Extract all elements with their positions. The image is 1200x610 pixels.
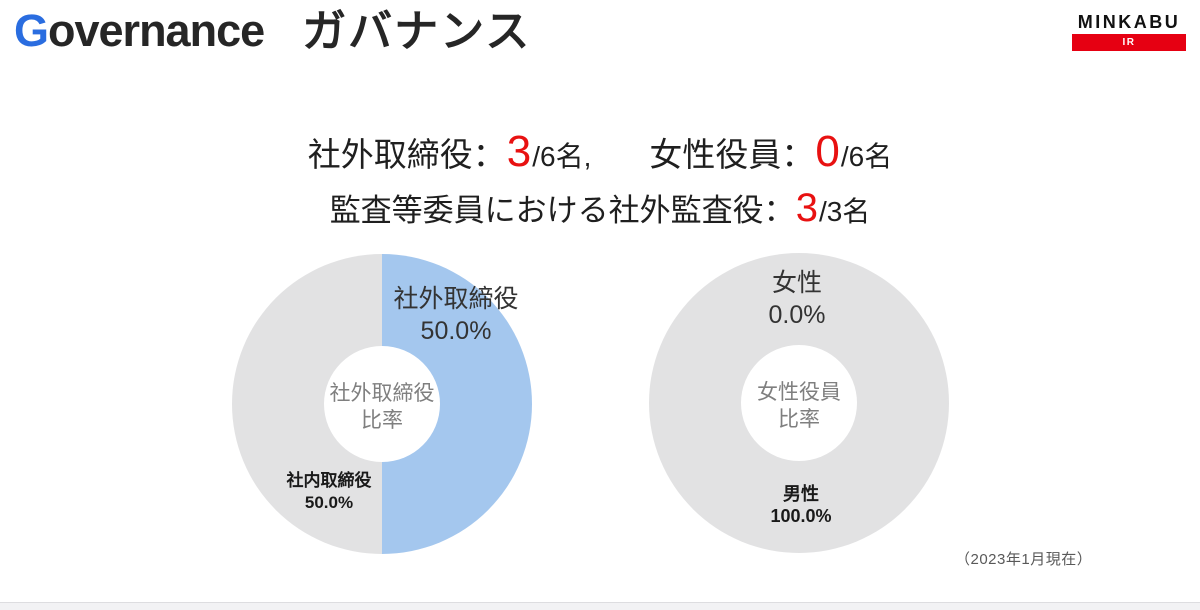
male-slice-label: 男性 100.0% xyxy=(721,483,881,527)
minkabu-ir-badge: IR xyxy=(1072,34,1186,51)
minkabu-logo: MINKABU IR xyxy=(1072,12,1186,51)
slice-value: 50.0% xyxy=(420,317,492,345)
title-japanese: ガバナンス xyxy=(302,7,532,56)
chart-center-label: 社外取締役 比率 xyxy=(232,380,532,434)
outside-directors-value: 3 xyxy=(506,127,532,176)
title-accent-letter: G xyxy=(14,5,49,56)
audit-committee-total: /3名 xyxy=(818,196,871,227)
chart-center-label: 女性役員 比率 xyxy=(649,379,949,433)
center-label-line2: 比率 xyxy=(778,408,820,431)
slice-name: 社内取締役 xyxy=(286,471,372,490)
page-title: Governance ガバナンス xyxy=(14,2,531,61)
female-officers-value: 0 xyxy=(815,127,840,176)
center-label-line1: 社外取締役 xyxy=(329,382,435,405)
slice-value: 100.0% xyxy=(770,506,832,526)
slice-value: 0.0% xyxy=(768,301,826,329)
audit-committee-value: 3 xyxy=(795,186,818,230)
female-slice-label: 女性 0.0% xyxy=(717,267,877,331)
bottom-edge-strip xyxy=(0,602,1200,610)
slice-value: 50.0% xyxy=(304,493,354,512)
outside-director-slice-label: 社外取締役 50.0% xyxy=(376,283,536,347)
outside-directors-total: /6名, xyxy=(532,141,592,172)
headline: 社外取締役：3/6名, 女性役員：0/6名 監査等委員における社外監査役：3/3名 xyxy=(0,122,1200,234)
slice-name: 社外取締役 xyxy=(393,285,519,313)
slice-name: 女性 xyxy=(771,269,822,297)
female-officers-total: /6名 xyxy=(840,141,893,172)
headline-line2: 監査等委員における社外監査役：3/3名 xyxy=(0,182,1200,234)
female-officers-text: 女性役員： xyxy=(649,136,815,173)
center-label-line1: 女性役員 xyxy=(757,381,841,404)
minkabu-logo-text: MINKABU xyxy=(1077,12,1181,32)
outside-director-ratio-chart: 社外取締役 比率 社外取締役 50.0% 社内取締役 50.0% xyxy=(232,254,532,554)
outside-directors-text: 社外取締役： xyxy=(307,136,506,173)
title-english: overnance xyxy=(48,5,265,56)
female-officer-ratio-chart: 女性役員 比率 女性 0.0% 男性 100.0% xyxy=(649,253,949,553)
audit-committee-text: 監査等委員における社外監査役： xyxy=(329,193,795,228)
center-label-line2: 比率 xyxy=(361,409,403,432)
slice-name: 男性 xyxy=(783,484,819,504)
inside-director-slice-label: 社内取締役 50.0% xyxy=(259,470,399,514)
as-of-date: （2023年1月現在） xyxy=(955,551,1093,568)
donut-hole xyxy=(324,346,440,462)
donut-hole xyxy=(741,345,857,461)
headline-line1: 社外取締役：3/6名, 女性役員：0/6名 xyxy=(0,122,1200,182)
